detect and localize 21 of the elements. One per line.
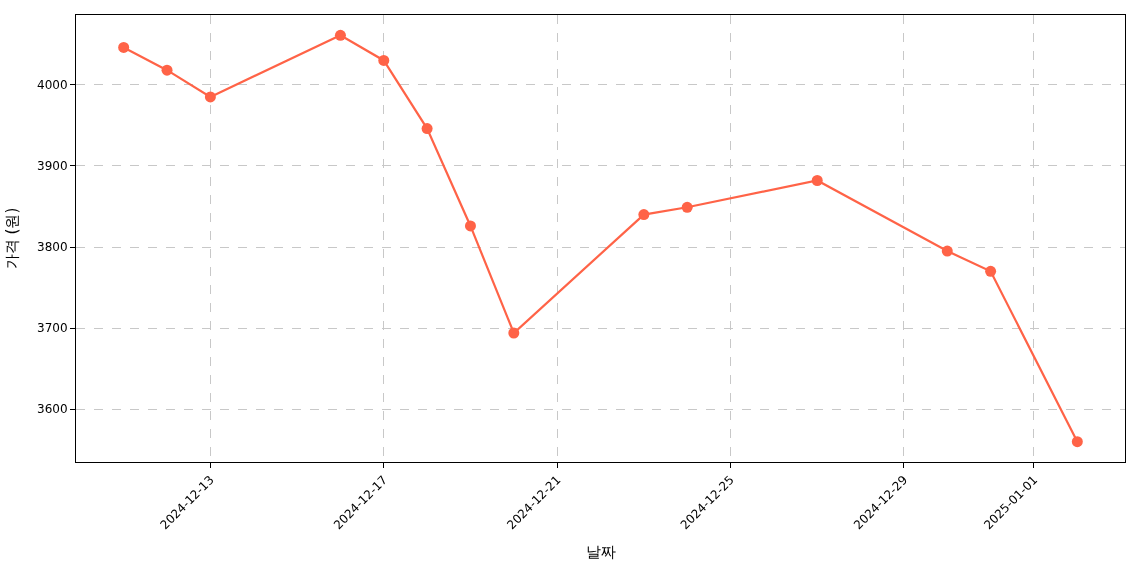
- y-axis-title: 가격 (원): [3, 207, 22, 270]
- point: [378, 54, 390, 66]
- point: [985, 265, 997, 277]
- y-tick-label: 3700: [37, 321, 68, 336]
- point: [1071, 436, 1083, 448]
- point: [161, 64, 173, 76]
- point: [421, 123, 433, 135]
- x-axis-title: 날짜: [585, 543, 616, 562]
- point: [118, 41, 130, 53]
- point: [811, 175, 823, 186]
- y-tick-label: 3900: [37, 159, 68, 174]
- y-tick-label: 3600: [37, 402, 68, 417]
- y-tick-label: 4000: [37, 77, 68, 92]
- y-tick-label: 3800: [37, 240, 68, 255]
- point: [204, 91, 216, 103]
- point: [941, 245, 953, 257]
- point: [508, 327, 520, 339]
- point: [638, 209, 650, 221]
- point: [464, 220, 476, 232]
- point: [334, 29, 346, 41]
- point: [681, 201, 693, 213]
